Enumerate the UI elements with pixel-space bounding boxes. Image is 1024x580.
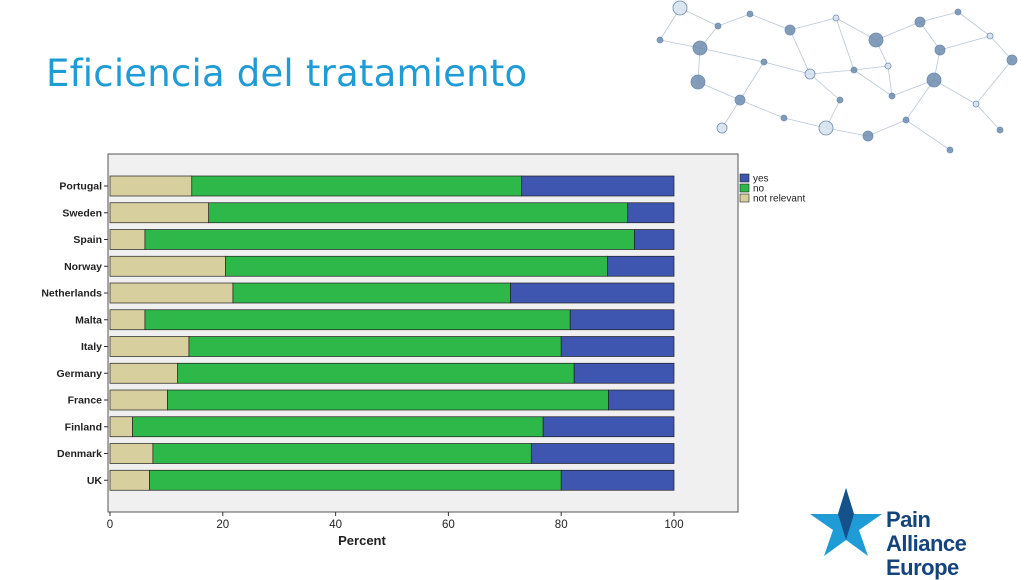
bar-uk-not-relevant	[109, 469, 150, 491]
y-tick-label: Portugal	[59, 181, 102, 193]
bar-finland-no	[132, 416, 544, 438]
bar-finland-not-relevant	[109, 416, 133, 438]
y-tick-label: France	[68, 395, 103, 407]
bar-uk-no	[149, 469, 562, 491]
x-tick-label: 0	[107, 519, 113, 531]
bar-portugal-yes	[521, 175, 675, 197]
x-tick-label: 60	[442, 519, 455, 531]
bar-denmark-yes	[530, 443, 675, 464]
bar-italy-not-relevant	[109, 336, 190, 357]
x-tick-label: 20	[216, 519, 229, 531]
y-tick-label: Denmark	[57, 448, 102, 460]
bar-netherlands-no	[232, 282, 511, 304]
network-decoration	[656, 0, 1018, 154]
bar-france-not-relevant	[109, 389, 168, 411]
bar-finland-yes	[542, 416, 675, 438]
legend-swatch-not-relevant	[739, 193, 750, 203]
bar-malta-not-relevant	[109, 309, 146, 331]
bar-sweden-no	[208, 202, 629, 224]
bar-portugal-no	[191, 175, 523, 197]
bar-france-no	[167, 389, 609, 411]
x-tick-label: 40	[329, 519, 342, 531]
y-tick-label: Spain	[73, 234, 102, 246]
bar-germany-not-relevant	[109, 362, 179, 384]
bar-spain-no	[144, 229, 635, 250]
bar-sweden-yes	[627, 202, 675, 224]
legend-label-no: no	[753, 184, 765, 195]
bar-netherlands-yes	[510, 282, 675, 304]
bar-norway-not-relevant	[109, 255, 226, 277]
y-tick-label: Netherlands	[41, 288, 102, 300]
bar-france-yes	[608, 389, 675, 411]
x-axis-label: Percent	[338, 533, 386, 548]
y-tick-label: Italy	[81, 341, 102, 353]
y-tick-label: UK	[87, 475, 103, 487]
bar-italy-yes	[560, 336, 675, 357]
bar-germany-yes	[573, 362, 675, 384]
bar-denmark-not-relevant	[109, 443, 154, 464]
bar-portugal-not-relevant	[109, 175, 193, 197]
bar-norway-yes	[607, 255, 675, 277]
legend-swatch-no	[739, 183, 750, 193]
y-tick-label: Sweden	[62, 207, 102, 219]
bar-sweden-not-relevant	[109, 202, 210, 224]
bar-netherlands-not-relevant	[109, 282, 234, 304]
y-tick-label: Malta	[75, 314, 102, 326]
star-icon	[810, 488, 882, 556]
y-tick-label: Finland	[65, 421, 102, 433]
bar-denmark-no	[152, 443, 532, 464]
legend-swatch-yes	[739, 173, 750, 183]
logo-line-1: Pain Alliance	[886, 507, 967, 556]
legend-label-not-relevant: not relevant	[753, 194, 805, 205]
pain-alliance-europe-logo: Pain Alliance Europe	[808, 484, 1008, 580]
x-tick-label: 80	[555, 519, 568, 531]
x-tick-label: 100	[664, 519, 683, 531]
bar-uk-yes	[560, 469, 675, 491]
y-tick-label: Germany	[56, 368, 102, 380]
slide-title: Eficiencia del tratamiento	[46, 52, 528, 95]
bar-norway-no	[225, 255, 608, 277]
y-tick-label: Norway	[64, 261, 102, 273]
legend-label-yes: yes	[753, 174, 769, 185]
bar-germany-no	[177, 362, 575, 384]
logo-line-2: Europe	[886, 555, 959, 580]
bar-spain-not-relevant	[109, 229, 146, 250]
bar-italy-no	[188, 336, 562, 357]
bar-malta-yes	[569, 309, 675, 331]
bar-malta-no	[144, 309, 571, 331]
bar-spain-yes	[634, 229, 675, 250]
